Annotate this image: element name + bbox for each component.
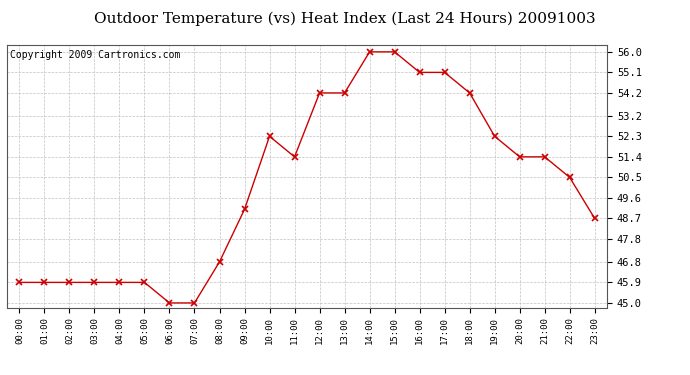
Text: Outdoor Temperature (vs) Heat Index (Last 24 Hours) 20091003: Outdoor Temperature (vs) Heat Index (Las… [95,11,595,26]
Text: Copyright 2009 Cartronics.com: Copyright 2009 Cartronics.com [10,50,180,60]
